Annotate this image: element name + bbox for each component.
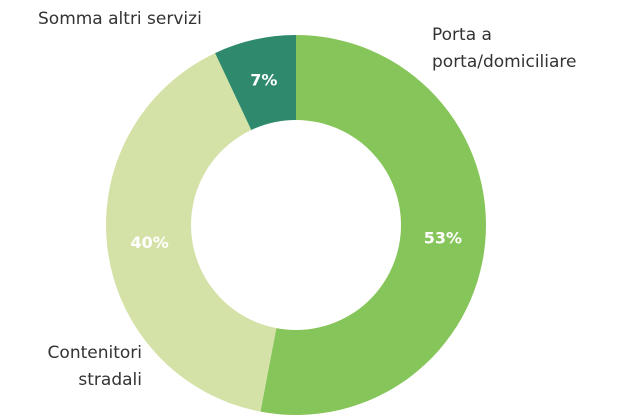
category-label: Somma altri servizi [38,9,202,29]
slice [215,35,296,130]
slice [105,53,277,412]
category-label: Contenitori stradali [47,343,142,390]
slice [260,35,486,415]
value-label: 7% [250,71,277,90]
value-label: 53% [424,228,462,247]
category-label: Porta a porta/domiciliare [432,25,577,72]
value-label: 40% [131,233,169,252]
